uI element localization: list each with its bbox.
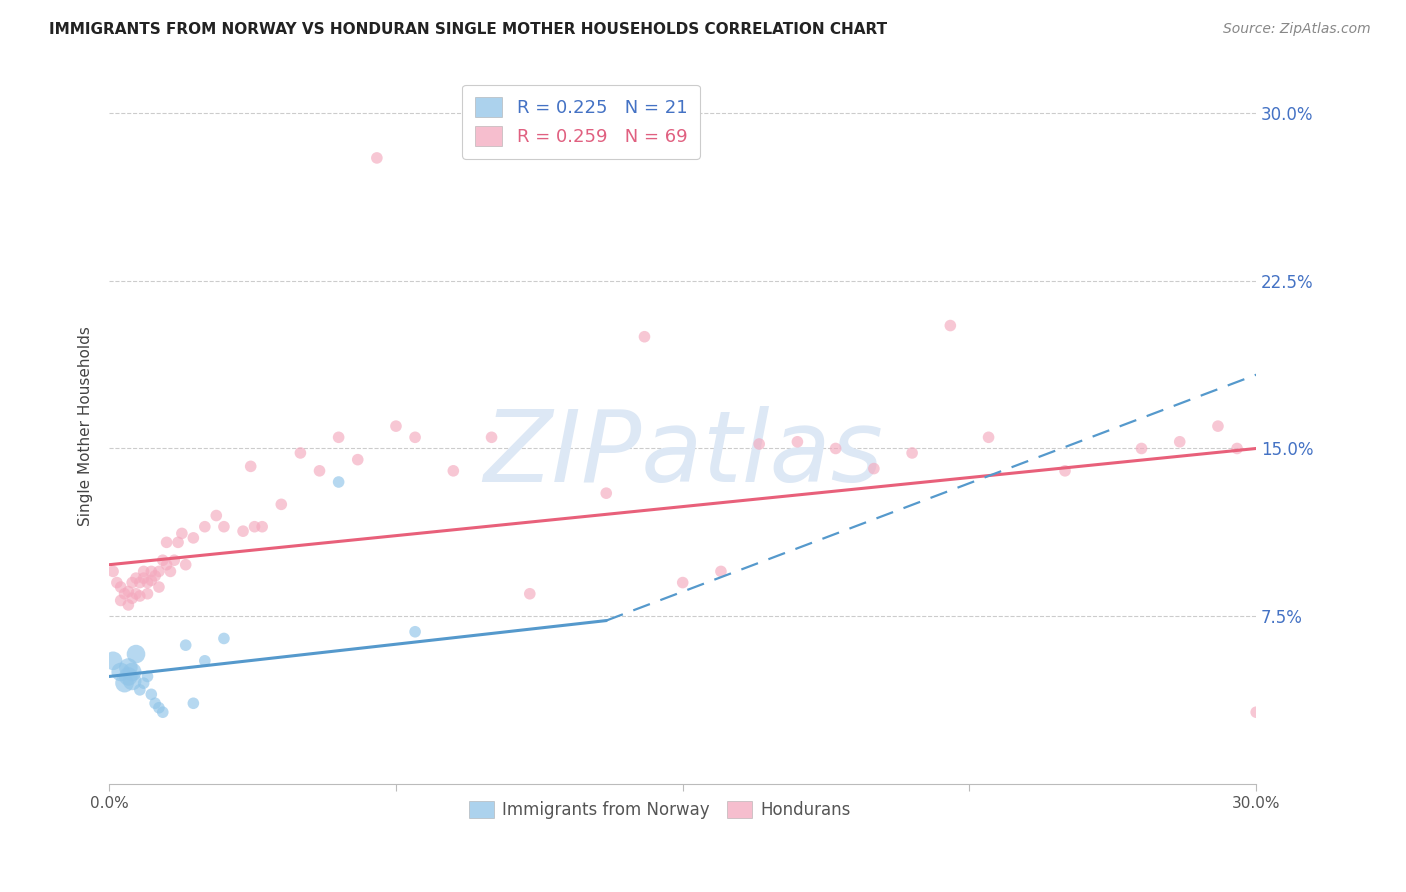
Point <box>194 654 217 668</box>
Point <box>633 329 655 343</box>
Point <box>136 575 159 590</box>
Point <box>1206 419 1229 434</box>
Point <box>977 430 1000 444</box>
Point <box>110 580 132 594</box>
Point <box>519 587 541 601</box>
Point <box>346 452 368 467</box>
Point <box>404 430 426 444</box>
Point <box>128 589 150 603</box>
Point <box>328 430 350 444</box>
Point <box>174 638 197 652</box>
Point <box>117 660 139 674</box>
Point <box>128 682 150 697</box>
Point <box>132 676 155 690</box>
Point <box>141 574 163 588</box>
Point <box>183 531 205 545</box>
Point <box>143 696 166 710</box>
Point <box>205 508 228 523</box>
Text: ZIPatlas: ZIPatlas <box>482 406 883 503</box>
Point <box>117 584 139 599</box>
Point <box>155 558 177 572</box>
Point <box>117 598 139 612</box>
Point <box>132 571 155 585</box>
Point <box>748 437 770 451</box>
Point <box>270 497 292 511</box>
Point <box>1130 442 1153 456</box>
Point <box>212 519 235 533</box>
Point <box>404 624 426 639</box>
Point <box>163 553 186 567</box>
Point <box>212 632 235 646</box>
Point <box>167 535 190 549</box>
Point <box>366 151 388 165</box>
Point <box>194 519 217 533</box>
Point <box>141 565 163 579</box>
Point <box>939 318 962 333</box>
Point <box>152 705 174 719</box>
Point <box>136 587 159 601</box>
Point <box>110 665 132 679</box>
Point <box>128 575 150 590</box>
Point <box>125 571 148 585</box>
Point <box>117 669 139 683</box>
Point <box>125 587 148 601</box>
Point <box>290 446 312 460</box>
Point <box>152 553 174 567</box>
Point <box>441 464 464 478</box>
Point <box>1168 434 1191 449</box>
Point <box>110 593 132 607</box>
Point <box>141 687 163 701</box>
Point <box>101 565 124 579</box>
Point <box>148 565 170 579</box>
Point <box>308 464 330 478</box>
Point <box>250 519 273 533</box>
Y-axis label: Single Mother Households: Single Mother Households <box>79 326 93 526</box>
Point <box>170 526 193 541</box>
Point <box>710 565 733 579</box>
Point <box>125 647 148 661</box>
Point <box>1244 705 1267 719</box>
Point <box>1226 442 1249 456</box>
Point <box>243 519 266 533</box>
Legend: Immigrants from Norway, Hondurans: Immigrants from Norway, Hondurans <box>463 794 858 825</box>
Point <box>595 486 617 500</box>
Point <box>328 475 350 489</box>
Point <box>786 434 808 449</box>
Point <box>136 669 159 683</box>
Point <box>863 461 886 475</box>
Point <box>1053 464 1076 478</box>
Point <box>148 580 170 594</box>
Point <box>232 524 254 538</box>
Point <box>121 665 143 679</box>
Point <box>105 575 128 590</box>
Point <box>101 654 124 668</box>
Point <box>148 700 170 714</box>
Point <box>901 446 924 460</box>
Point <box>385 419 408 434</box>
Point <box>114 587 136 601</box>
Point <box>121 575 143 590</box>
Text: Source: ZipAtlas.com: Source: ZipAtlas.com <box>1223 22 1371 37</box>
Point <box>121 591 143 606</box>
Point <box>121 673 143 688</box>
Point <box>174 558 197 572</box>
Point <box>159 565 181 579</box>
Point <box>143 569 166 583</box>
Point <box>672 575 695 590</box>
Text: IMMIGRANTS FROM NORWAY VS HONDURAN SINGLE MOTHER HOUSEHOLDS CORRELATION CHART: IMMIGRANTS FROM NORWAY VS HONDURAN SINGL… <box>49 22 887 37</box>
Point <box>155 535 177 549</box>
Point <box>481 430 503 444</box>
Point <box>183 696 205 710</box>
Point <box>132 565 155 579</box>
Point <box>824 442 846 456</box>
Point <box>239 459 262 474</box>
Point <box>114 676 136 690</box>
